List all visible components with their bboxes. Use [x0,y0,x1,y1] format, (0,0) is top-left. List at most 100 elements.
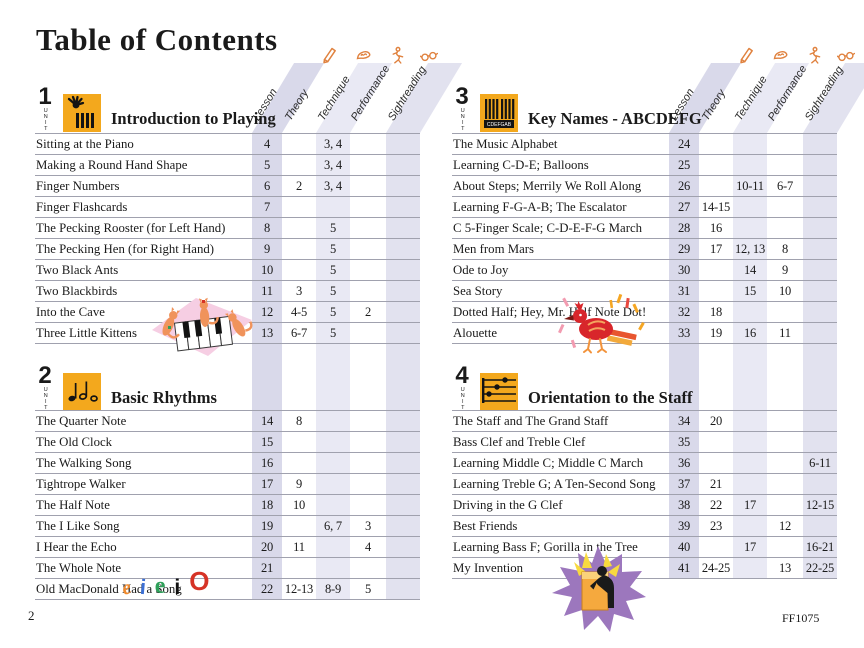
song-title: Two Black Ants [36,262,119,277]
song-title: Three Little Kittens [36,325,137,340]
page-ref-theory: 2 [295,178,303,193]
song-title: Learning C-D-E; Balloons [453,157,589,172]
page-ref-performance: 12 [778,518,792,533]
page-ref-theory: 8 [295,413,303,428]
song-row: The Whole Note 21 [35,557,420,578]
song-title: Men from Mars [453,241,535,256]
song-title: About Steps; Merrily We Roll Along [453,178,642,193]
page-ref-lesson: 14 [260,413,274,428]
song-row: The Pecking Hen (for Right Hand) 9 5 [35,238,420,259]
page-ref-lesson: 24 [677,136,691,151]
song-row: Sitting at the Piano 4 3, 4 [35,133,420,154]
page-ref-lesson: 4 [263,136,271,151]
unit-word: UNIT [42,108,49,133]
page-ref-technique: 5 [329,241,337,256]
page-ref-performance: 3 [364,518,372,533]
page-ref-lesson: 37 [677,476,691,491]
page-ref-theory: 24-25 [701,560,731,575]
song-title: Bass Clef and Treble Clef [453,434,586,449]
page-ref-lesson: 8 [263,220,271,235]
song-row: The Pecking Rooster (for Left Hand) 8 5 [35,217,420,238]
song-row: Bass Clef and Treble Clef 35 [452,431,837,452]
page-ref-technique: 5 [329,262,337,277]
column-headers-right: Lesson Theory Technique Performance Sigh… [452,45,864,133]
page-ref-theory: 14-15 [701,199,731,214]
song-row: Best Friends 39 23 12 [452,515,837,536]
song-title: Sea Story [453,283,503,298]
page-ref-theory: 12-13 [284,581,314,596]
page-ref-theory: 18 [709,304,723,319]
page-ref-performance: 5 [364,581,372,596]
page-ref-theory: 10 [292,497,306,512]
page-ref-technique: 3, 4 [324,136,342,151]
song-row: Into the Cave 12 4-5 5 2 [35,301,420,322]
song-title: The Pecking Rooster (for Left Hand) [36,220,226,235]
toc-body-left: Sitting at the Piano 4 3, 4 Making a Round … [35,133,420,600]
page-ref-performance: 2 [364,304,372,319]
page-ref-technique: 5 [329,304,337,319]
song-row: Learning Treble G; A Ten-Second Song 37 21 [452,473,837,494]
song-title: Learning F-G-A-B; The Escalator [453,199,627,214]
page-ref-technique: 3, 4 [324,157,342,172]
page-ref-theory: 11 [293,539,305,554]
page-ref-technique: 15 [743,283,757,298]
unit-3-rows: The Music Alphabet 24 Learning C-D-E; Ball… [452,133,837,344]
page-ref-technique: 17 [743,539,757,554]
hand-icon [356,51,371,60]
page-ref-lesson: 11 [261,283,273,298]
page-ref-technique: 3, 4 [324,178,342,193]
page-ref-theory: 3 [295,283,303,298]
song-title: Alouette [453,325,498,340]
page-ref-technique: 5 [329,325,337,340]
page-ref-lesson: 35 [677,434,691,449]
staff-notes-icon [480,373,518,412]
page-ref-theory: 9 [295,476,303,491]
song-row: The Walking Song 16 [35,452,420,473]
page-ref-lesson: 22 [260,581,274,596]
unit-1-rows: Sitting at the Piano 4 3, 4 Making a Round … [35,133,420,344]
unit-number: 1 [38,83,52,110]
technique-column-stripe [316,133,350,600]
page-ref-lesson: 34 [677,413,691,428]
song-row: I Hear the Echo 20 11 4 [35,536,420,557]
song-row: Ode to Joy 30 14 9 [452,259,837,280]
song-row: Learning Bass F; Gorilla in the Tree 40 17… [452,536,837,557]
song-title: The I Like Song [36,518,120,533]
page-ref-technique: 16 [743,325,757,340]
unit-number: 2 [38,362,52,389]
song-title: Ode to Joy [453,262,509,277]
song-row: Learning C-D-E; Balloons 25 [452,154,837,175]
page-ref-technique: 17 [743,497,757,512]
page-ref-theory: 6-7 [290,325,308,340]
song-title: The Pecking Hen (for Right Hand) [36,241,215,256]
page-ref-sightreading: 16-21 [805,539,835,554]
page-ref-theory: 23 [709,518,723,533]
song-row: Finger Numbers 6 2 3, 4 [35,175,420,196]
toc-table-right: Lesson Theory Technique Performance Sigh… [452,45,864,579]
song-title: Tightrope Walker [36,476,126,491]
icon-key-names: CDEFGAB [487,123,512,129]
page-ref-technique: 14 [743,262,757,277]
song-row: Two Blackbirds 11 3 5 [35,280,420,301]
song-row: Three Little Kittens 13 6-7 5 [35,322,420,344]
page-ref-lesson: 13 [260,325,274,340]
hand-over-keys-icon [63,94,101,133]
page-ref-performance: 6-7 [776,178,794,193]
unit-number-block: 1 UNIT [35,83,55,133]
toc-body-right: The Music Alphabet 24 Learning C-D-E; Ball… [452,133,837,579]
unit-title: Key Names - ABCDEFG [528,109,702,129]
song-row: My Invention 41 24-25 13 22-25 [452,557,837,579]
song-row: Men from Mars 29 17 12, 13 8 [452,238,837,259]
page-ref-theory: 21 [709,476,723,491]
page-ref-lesson: 21 [260,560,274,575]
song-row: Alouette 33 19 16 11 [452,322,837,344]
page-ref-lesson: 27 [677,199,691,214]
unit-3-header: 3 UNIT CDEFGAB Key Names - ABCDEFG [452,84,752,133]
song-title: Into the Cave [36,304,105,319]
page-ref-lesson: 32 [677,304,691,319]
unit-word: UNIT [42,387,49,412]
page-title: Table of Contents [36,22,278,57]
unit-number: 4 [455,362,469,389]
song-row: The Music Alphabet 24 [452,133,837,154]
song-row: About Steps; Merrily We Roll Along 26 10-1… [452,175,837,196]
